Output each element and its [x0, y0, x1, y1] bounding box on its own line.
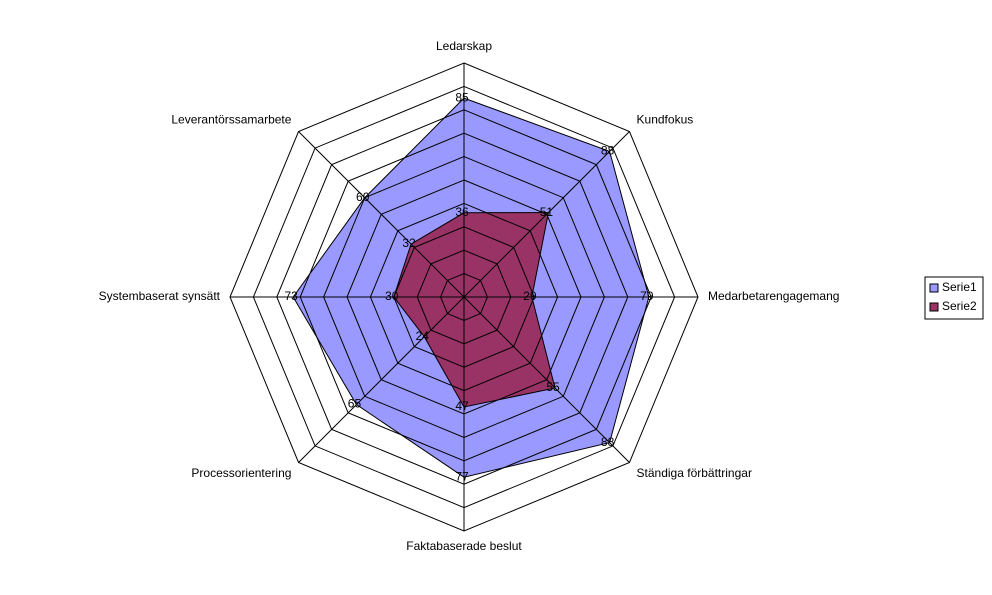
- data-label: 51: [540, 205, 554, 219]
- data-label: 36: [455, 205, 469, 219]
- legend-swatch: [929, 302, 939, 312]
- axis-label: Processorientering: [191, 466, 291, 480]
- data-label: 30: [385, 289, 399, 303]
- axis-label: Ledarskap: [436, 39, 492, 53]
- data-label: 47: [455, 399, 469, 413]
- data-label: 85: [455, 90, 469, 104]
- axis-label: Systembaserat synsätt: [99, 289, 221, 303]
- data-label: 79: [640, 289, 654, 303]
- data-label: 77: [455, 469, 469, 483]
- legend-swatch: [929, 283, 939, 293]
- spoke: [298, 296, 465, 463]
- data-label: 73: [285, 289, 299, 303]
- data-label: 24: [416, 329, 430, 343]
- axis-label: Leverantörssamarbete: [171, 112, 291, 126]
- spoke: [463, 131, 630, 298]
- axis-label: Medarbetarengagemang: [708, 289, 839, 303]
- spoke: [463, 296, 630, 463]
- legend-label: Serie1: [942, 280, 977, 294]
- data-label: 32: [402, 236, 416, 250]
- axis-label: Kundfokus: [637, 112, 694, 126]
- data-label: 60: [356, 190, 370, 204]
- data-label: 88: [601, 435, 615, 449]
- data-label: 29: [523, 289, 537, 303]
- axis-label: Ständiga förbättringar: [637, 466, 752, 480]
- data-label: 65: [348, 397, 362, 411]
- spoke: [298, 131, 465, 298]
- data-label: 88: [601, 144, 615, 158]
- data-label: 55: [546, 380, 560, 394]
- legend-label: Serie2: [942, 299, 977, 313]
- axis-label: Faktabaserade beslut: [406, 539, 522, 553]
